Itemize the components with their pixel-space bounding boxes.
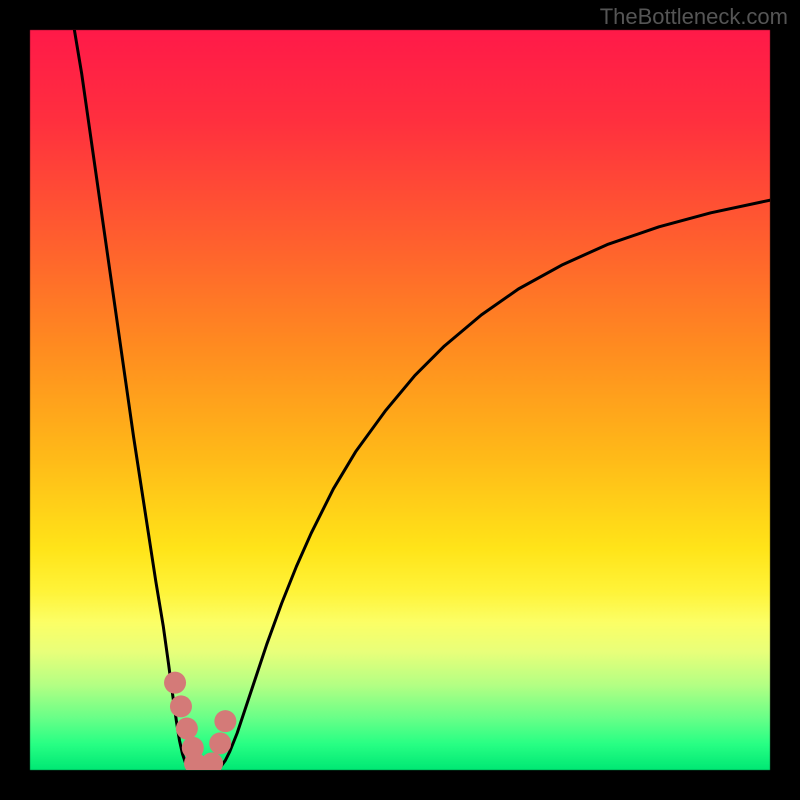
curve-right — [215, 200, 770, 770]
data-marker — [209, 732, 231, 754]
bottleneck-chart — [0, 0, 800, 800]
data-marker — [164, 672, 186, 694]
data-marker — [176, 718, 198, 740]
watermark-text: TheBottleneck.com — [600, 4, 788, 30]
data-marker — [201, 752, 223, 774]
curve-left — [74, 30, 194, 770]
data-marker — [214, 710, 236, 732]
data-marker — [170, 695, 192, 717]
